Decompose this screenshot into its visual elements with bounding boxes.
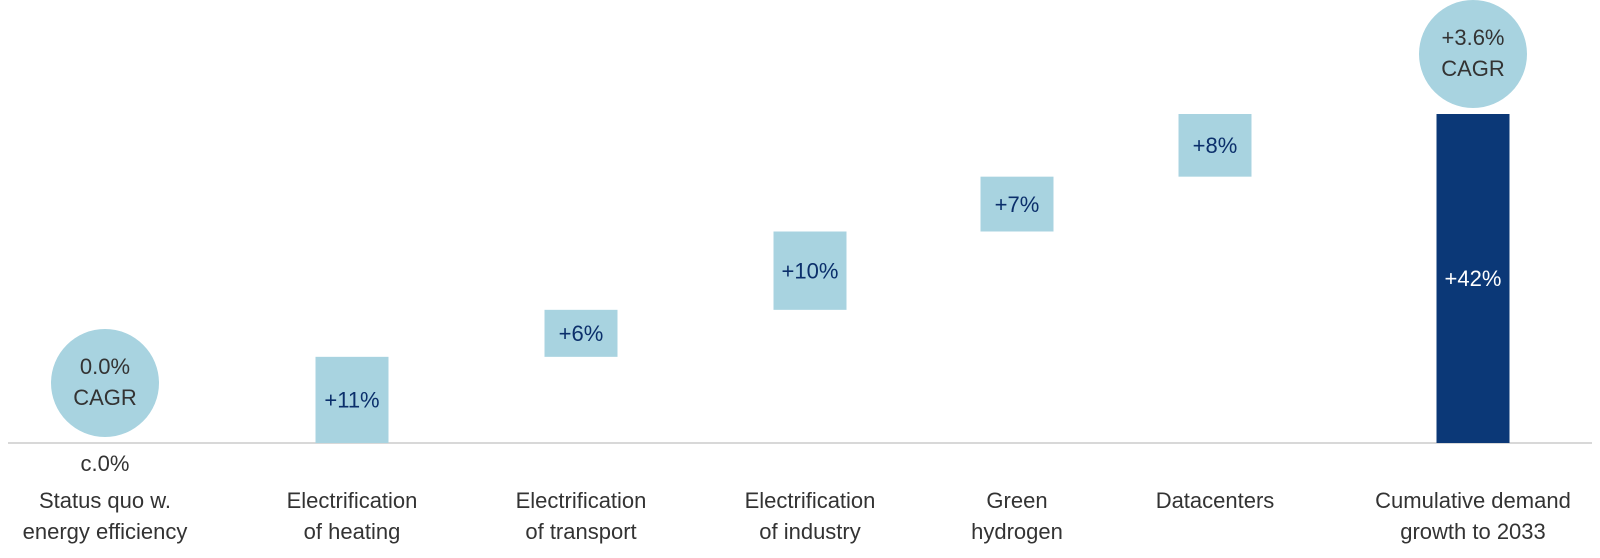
- category-label: growth to 2033: [1400, 519, 1546, 544]
- bar-value-label: +10%: [782, 258, 839, 283]
- bar-value-label: +6%: [559, 321, 604, 346]
- bar: [1436, 114, 1510, 443]
- cagr-badge: [51, 329, 159, 437]
- bar-value-label: +11%: [324, 388, 379, 413]
- bar-value-label: +8%: [1193, 133, 1238, 158]
- cagr-badge-text: 0.0%: [80, 354, 130, 379]
- category-label: Electrification: [516, 488, 647, 513]
- category-label: of industry: [759, 519, 861, 544]
- category-label: Green: [986, 488, 1047, 513]
- cagr-badge-text: CAGR: [73, 385, 137, 410]
- category-label: hydrogen: [971, 519, 1063, 544]
- category-label: Electrification: [745, 488, 876, 513]
- bar: [773, 231, 847, 310]
- bar-value-label: +42%: [1445, 266, 1502, 291]
- bar: [315, 356, 389, 443]
- category-label: of heating: [304, 519, 401, 544]
- cagr-badge-text: CAGR: [1441, 56, 1505, 81]
- cagr-badge-text: +3.6%: [1442, 25, 1505, 50]
- bar-value-label: c.0%: [81, 451, 130, 476]
- category-label: Status quo w.: [39, 488, 171, 513]
- category-label: of transport: [525, 519, 636, 544]
- bar: [544, 309, 618, 357]
- bar: [1178, 114, 1252, 177]
- bar: [980, 176, 1054, 232]
- bar-value-label: +7%: [995, 192, 1040, 217]
- category-label: Cumulative demand: [1375, 488, 1571, 513]
- category-label: Datacenters: [1156, 488, 1275, 513]
- cagr-badge: [1419, 0, 1527, 108]
- category-label: energy efficiency: [23, 519, 188, 544]
- category-label: Electrification: [287, 488, 418, 513]
